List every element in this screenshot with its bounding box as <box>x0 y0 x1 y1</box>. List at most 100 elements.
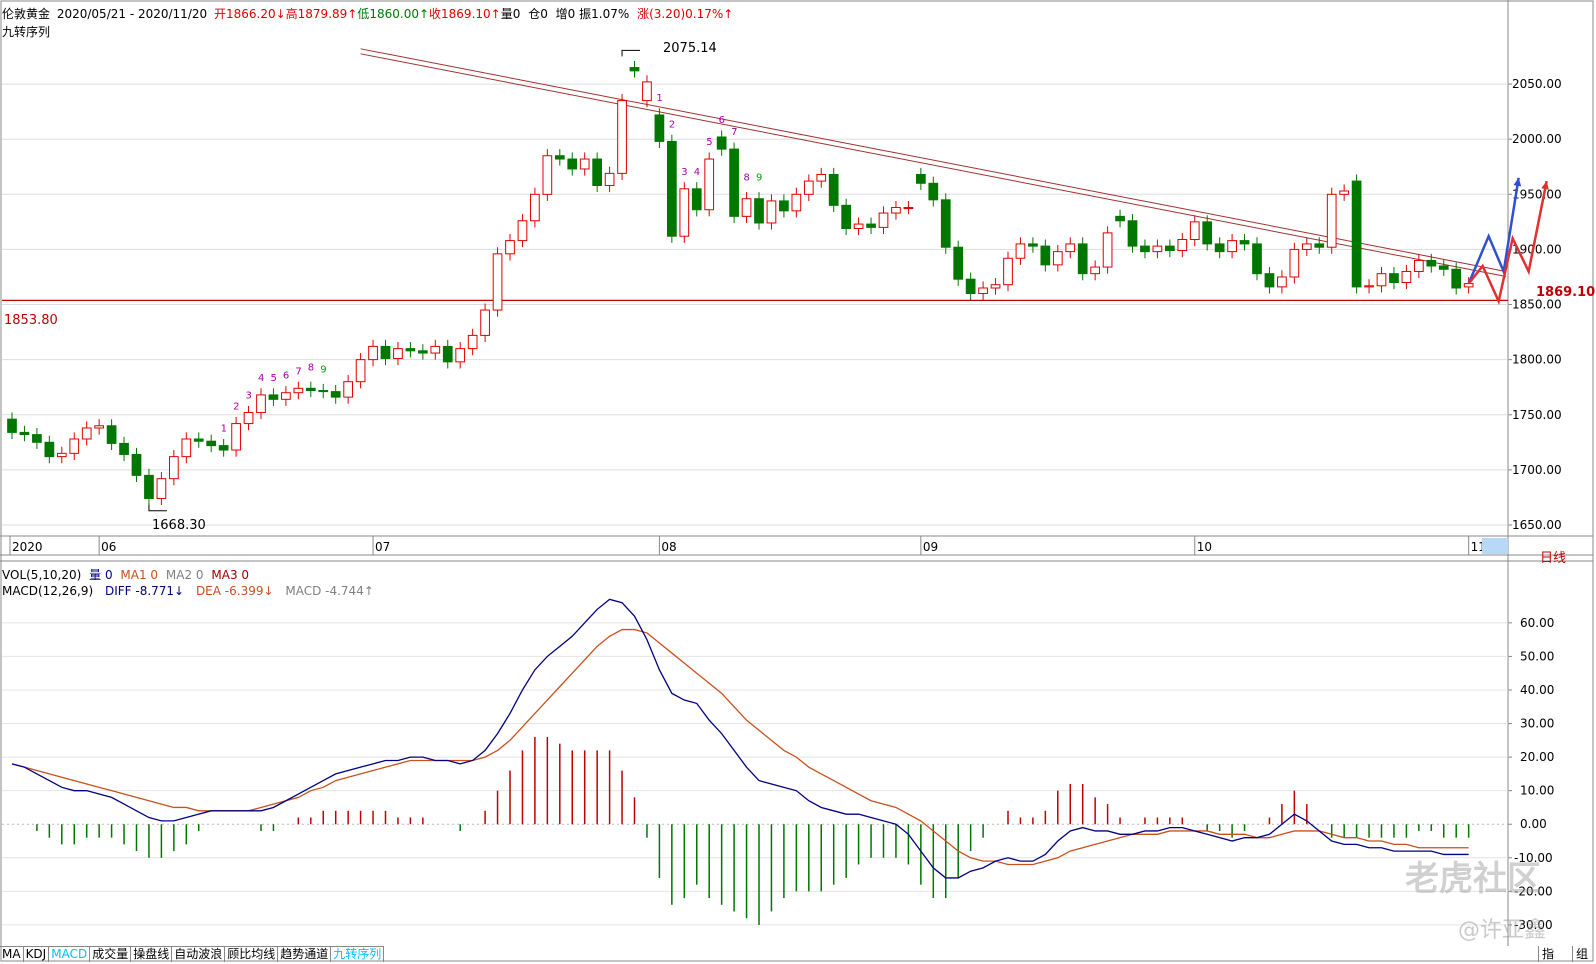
candle-body <box>1301 243 1312 250</box>
macd-tick-label: 10.00 <box>1520 784 1554 798</box>
tab-trend-channel[interactable]: 趋势通道 <box>278 947 332 962</box>
candle-body <box>305 387 316 392</box>
candle-body <box>741 198 752 217</box>
candle-body <box>1152 245 1163 253</box>
dea-value: DEA -6.399↓ <box>195 584 274 598</box>
candle-body <box>1214 243 1225 253</box>
candle-body <box>7 418 17 433</box>
candle-body <box>467 334 478 350</box>
candle-body <box>828 173 839 206</box>
high-price-label: 2075.14 <box>663 41 717 56</box>
candle-body <box>903 207 914 210</box>
price-tick-label: 1950.00 <box>1512 187 1562 201</box>
candle-body <box>1164 245 1175 252</box>
change-value: 涨(3.20)0.17%↑ <box>637 7 734 21</box>
candle-body <box>156 478 167 500</box>
tab-gmma[interactable]: 顾比均线 <box>225 947 279 962</box>
candle-body <box>69 438 80 454</box>
date-range: 2020/05/21 - 2020/11/20 <box>56 7 208 21</box>
candle-body <box>791 193 802 212</box>
candle-body <box>766 200 777 224</box>
period-label: 日线 <box>1540 551 1567 566</box>
td-count-label: 8 <box>744 173 750 184</box>
candle-body <box>56 452 67 458</box>
macd-tick-label: -10.00 <box>1514 851 1553 865</box>
td-count-label: 6 <box>719 115 725 126</box>
macd-tick-label: -20.00 <box>1514 884 1553 898</box>
candle-body <box>505 240 515 255</box>
td-count-label: 9 <box>320 365 326 376</box>
candle-body <box>1364 285 1374 288</box>
candle-body <box>579 158 590 170</box>
projection-arrow-blue <box>1467 177 1520 285</box>
candle-body <box>779 200 789 212</box>
candle-body <box>542 155 553 195</box>
low-price-label: 1668.30 <box>152 518 206 533</box>
low-value: 低1860.00↑ <box>357 7 430 21</box>
candle-body <box>1090 266 1101 275</box>
tab-kdj[interactable]: KDJ <box>24 947 50 962</box>
projection-arrow-red <box>1467 180 1548 306</box>
candle-body <box>915 173 926 184</box>
date-tick-label: 2020 <box>12 540 43 554</box>
candle-body <box>455 348 466 363</box>
macd-tick-label: 60.00 <box>1520 616 1554 630</box>
candle-body <box>1052 251 1063 266</box>
candle-body <box>268 394 279 400</box>
tab-macd[interactable]: MACD <box>49 947 91 962</box>
candle-body <box>318 390 329 393</box>
candle-body <box>44 441 55 458</box>
candle-body <box>1376 273 1387 287</box>
candle-body <box>530 193 540 222</box>
candle-body <box>1252 243 1262 275</box>
tab-td-sequential[interactable]: 九转序列 <box>331 947 385 962</box>
candle-body <box>218 445 229 451</box>
diff-value: DIFF -8.771↓ <box>104 584 185 598</box>
tab-volume[interactable]: 成交量 <box>90 947 132 962</box>
price-tick-label: 1850.00 <box>1512 298 1562 312</box>
candle-body <box>1015 243 1026 259</box>
indicator-tabs: MA KDJ MACD 成交量 操盘线 自动波浪 顾比均线 趋势通道 九转序列 <box>0 946 385 963</box>
candle-body <box>816 173 827 182</box>
td-count-label: 2 <box>669 119 675 130</box>
candle-body <box>1077 243 1088 275</box>
candle-body <box>629 67 640 72</box>
tab-ma[interactable]: MA <box>0 947 24 962</box>
candle-body <box>554 155 565 160</box>
diff-line <box>11 598 1469 879</box>
watermark-author: @许亚鑫 <box>1458 918 1547 943</box>
projection-arrow-red-head <box>1541 181 1549 190</box>
group-button[interactable]: 组 <box>1572 946 1591 962</box>
macd-tick-label: 20.00 <box>1520 750 1554 764</box>
price-tick-label: 2000.00 <box>1512 132 1562 146</box>
candle-body <box>754 198 764 224</box>
candle-body <box>1003 257 1013 286</box>
candle-body <box>355 359 366 383</box>
candle-body <box>1140 245 1150 253</box>
resistance-line-upper <box>360 48 1507 272</box>
candle-body <box>181 438 192 458</box>
price-tick-label: 1700.00 <box>1512 463 1562 477</box>
candle-body <box>1065 243 1076 253</box>
tab-auto-wave[interactable]: 自动波浪 <box>172 947 226 962</box>
td-count-label: 1 <box>656 93 662 104</box>
extreme-marker <box>148 504 167 512</box>
scroll-indicator <box>1482 538 1508 554</box>
candle-body <box>953 246 964 280</box>
tab-trade-line[interactable]: 操盘线 <box>131 947 173 962</box>
candle-body <box>1326 193 1337 248</box>
vol-value: 量 0 <box>89 568 113 582</box>
macd-tick-label: 30.00 <box>1520 717 1554 731</box>
candle-body <box>729 148 739 217</box>
candle-body <box>940 199 951 248</box>
candle-body <box>243 412 254 425</box>
candle-body <box>94 425 105 429</box>
candle-body <box>417 350 428 354</box>
indicator-button[interactable]: 指 <box>1538 946 1557 962</box>
price-tick-label: 1800.00 <box>1512 353 1562 367</box>
last-price-label: 1869.10 <box>1536 285 1596 300</box>
candle-body <box>1115 215 1125 222</box>
candle-body <box>990 284 1001 289</box>
